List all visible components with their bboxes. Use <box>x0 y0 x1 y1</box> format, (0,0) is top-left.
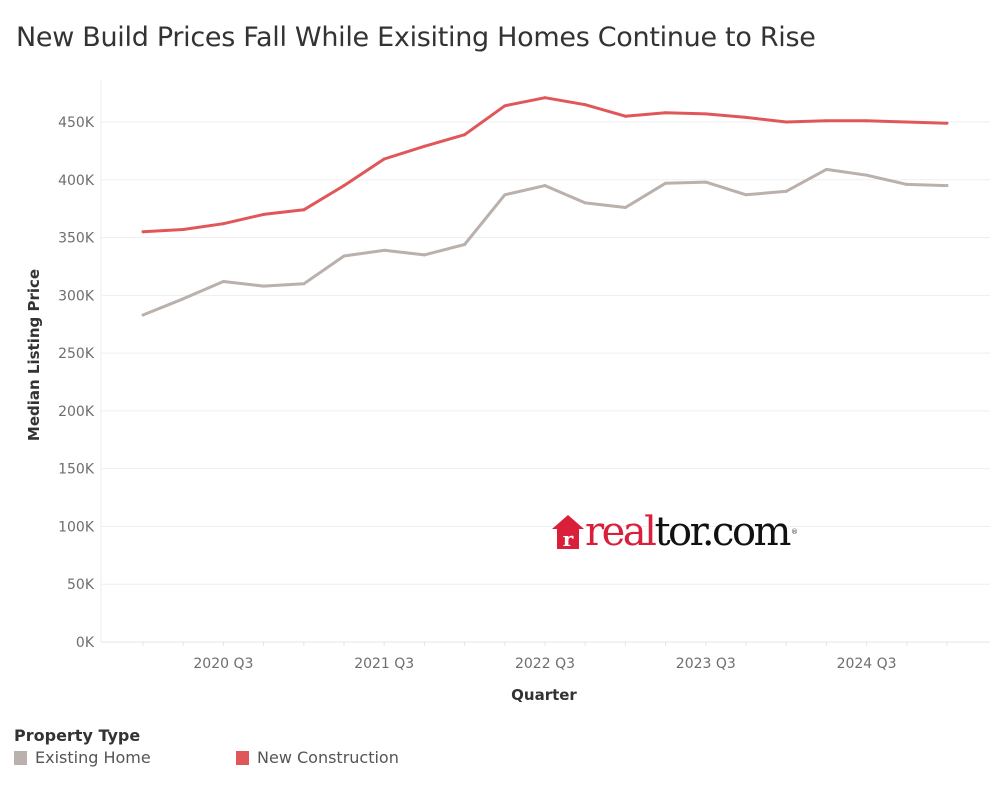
x-tick-label: 2024 Q3 <box>837 656 897 672</box>
data-point[interactable] <box>262 284 266 288</box>
data-point[interactable] <box>543 96 547 100</box>
data-point[interactable] <box>342 184 346 188</box>
data-point[interactable] <box>824 119 828 123</box>
y-tick-label: 50K <box>67 577 95 593</box>
data-point[interactable] <box>141 313 145 317</box>
data-point[interactable] <box>784 120 788 124</box>
legend-label: New Construction <box>257 748 399 767</box>
legend-item-new-construction[interactable]: New Construction <box>236 748 399 767</box>
y-axis-title: Median Listing Price <box>25 269 43 441</box>
svg-text:r: r <box>563 527 574 551</box>
data-point[interactable] <box>141 230 145 234</box>
chart-title: New Build Prices Fall While Exisiting Ho… <box>16 22 816 53</box>
data-point[interactable] <box>543 184 547 188</box>
line-chart: 0K 50K 100K 150K 200K 250K 300K 350K 400K 450K 20… <box>25 80 990 704</box>
data-point[interactable] <box>503 193 507 197</box>
data-point[interactable] <box>744 193 748 197</box>
y-tick-label: 100K <box>58 519 95 535</box>
x-tick-label: 2023 Q3 <box>676 656 736 672</box>
x-tick-label: 2022 Q3 <box>515 656 575 672</box>
y-tick-label: 150K <box>58 462 95 478</box>
x-axis-ticks: 2020 Q3 2021 Q3 2022 Q3 2023 Q3 2024 Q3 <box>142 642 948 672</box>
data-point[interactable] <box>704 180 708 184</box>
realtor-logo: r real tor.com ® <box>551 512 798 552</box>
series-lines <box>141 96 949 317</box>
y-tick-label: 200K <box>58 404 95 420</box>
data-point[interactable] <box>623 114 627 118</box>
data-point[interactable] <box>583 103 587 107</box>
data-point[interactable] <box>422 144 426 148</box>
data-point[interactable] <box>382 157 386 161</box>
data-point[interactable] <box>422 253 426 257</box>
data-point[interactable] <box>905 120 909 124</box>
registered-mark: ® <box>790 528 798 536</box>
data-point[interactable] <box>181 297 185 301</box>
legend: Property Type Existing Home New Construc… <box>14 726 399 767</box>
y-tick-label: 300K <box>58 288 95 304</box>
data-point[interactable] <box>302 282 306 286</box>
data-point[interactable] <box>221 222 225 226</box>
house-r-icon: r <box>552 515 584 551</box>
data-point[interactable] <box>382 248 386 252</box>
data-point[interactable] <box>824 167 828 171</box>
data-point[interactable] <box>865 173 869 177</box>
x-tick-label: 2021 Q3 <box>354 656 414 672</box>
data-point[interactable] <box>583 201 587 205</box>
y-tick-label: 450K <box>58 115 95 131</box>
data-point[interactable] <box>262 212 266 216</box>
data-point[interactable] <box>784 189 788 193</box>
legend-swatch <box>236 750 249 765</box>
data-point[interactable] <box>181 227 185 231</box>
data-point[interactable] <box>342 254 346 258</box>
x-axis-title: Quarter <box>511 686 577 704</box>
y-tick-label: 350K <box>58 231 95 247</box>
data-point[interactable] <box>221 279 225 283</box>
data-point[interactable] <box>945 121 949 125</box>
data-point[interactable] <box>704 112 708 116</box>
data-point[interactable] <box>463 133 467 137</box>
legend-item-existing-home[interactable]: Existing Home <box>14 748 236 767</box>
data-point[interactable] <box>623 206 627 210</box>
gridlines <box>101 121 990 585</box>
logo-text-black: tor.com <box>654 509 791 555</box>
series-line-new-construction[interactable] <box>142 96 948 234</box>
legend-swatch <box>14 750 27 765</box>
data-point[interactable] <box>945 184 949 188</box>
x-tick-label: 2020 Q3 <box>193 656 253 672</box>
y-tick-label: 250K <box>58 346 95 362</box>
data-point[interactable] <box>865 119 869 123</box>
data-point[interactable] <box>744 115 748 119</box>
data-point[interactable] <box>503 104 507 108</box>
y-tick-label: 0K <box>76 635 95 651</box>
legend-label: Existing Home <box>35 748 151 767</box>
legend-title: Property Type <box>14 726 141 745</box>
data-point[interactable] <box>664 181 668 185</box>
y-tick-label: 400K <box>58 173 95 189</box>
data-point[interactable] <box>302 208 306 212</box>
data-point[interactable] <box>664 111 668 115</box>
y-axis-ticks: 0K 50K 100K 150K 200K 250K 300K 350K 400K 450K <box>58 115 95 651</box>
data-point[interactable] <box>905 182 909 186</box>
logo-text-red: real <box>585 509 657 555</box>
data-point[interactable] <box>463 242 467 246</box>
series-line-existing-home[interactable] <box>142 167 948 317</box>
